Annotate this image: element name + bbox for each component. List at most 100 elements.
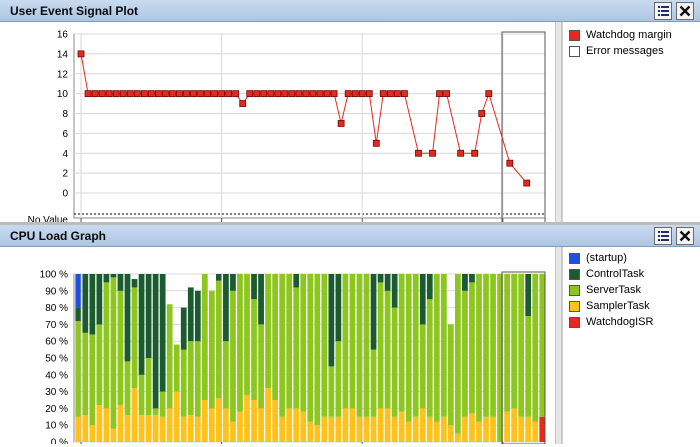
cpu-legend: (startup) ControlTask ServerTask SamplerTas… — [562, 247, 700, 444]
bar-segment — [476, 421, 482, 442]
data-point — [386, 90, 394, 98]
cpu-load-title: CPU Load Graph — [10, 229, 107, 243]
data-point — [161, 90, 169, 98]
legend-toggle-button[interactable] — [654, 2, 672, 20]
bar-segment — [447, 425, 454, 442]
bar-segment — [96, 324, 103, 406]
bar-segment — [187, 287, 194, 342]
legend-item-error-messages[interactable]: Error messages — [563, 43, 700, 59]
bar-segment — [110, 277, 117, 429]
y-tick-label: 12 — [57, 69, 69, 80]
y-tick-label-no-value: No Value — [28, 215, 69, 222]
data-point — [344, 90, 352, 98]
bar-segment — [89, 274, 96, 335]
bar-segment — [230, 274, 236, 291]
bar-segment — [293, 408, 300, 442]
legend-toggle-button[interactable] — [654, 227, 672, 245]
bar-segment — [237, 274, 243, 412]
cpu-load-area[interactable]: 0 % 10 % 20 % 30 % 40 % 50 % 60 % 70 % 80 % 90 % 1… — [0, 247, 555, 447]
bar-segment — [138, 274, 145, 375]
bar-segment — [539, 416, 546, 442]
signal-legend-splitter[interactable] — [555, 22, 562, 222]
bar-segment — [75, 321, 82, 417]
legend-item-watchdogisr[interactable]: WatchdogISR — [563, 314, 700, 330]
bar-segment — [201, 274, 208, 400]
bar-segment — [145, 274, 152, 358]
bar-segment — [159, 391, 166, 417]
bar-segment — [124, 361, 131, 416]
bar-segment — [525, 416, 532, 442]
legend-item-startup[interactable]: (startup) — [563, 250, 700, 266]
legend-label: ControlTask — [586, 268, 645, 280]
data-point — [372, 139, 380, 147]
data-point — [337, 120, 345, 127]
cpu-legend-splitter[interactable] — [555, 247, 562, 444]
data-point — [330, 90, 338, 98]
panel-divider[interactable] — [0, 222, 700, 225]
bar-segment — [490, 274, 496, 417]
bar-segment — [412, 274, 419, 417]
data-point — [267, 90, 275, 98]
bar-segment — [370, 349, 377, 417]
bar-segment — [398, 411, 405, 442]
legend-item-watchdog-margin[interactable]: Watchdog margin — [563, 27, 700, 43]
bar-segment — [455, 274, 461, 434]
bar-segment — [159, 274, 166, 392]
legend-swatch — [569, 317, 580, 328]
data-point — [98, 90, 106, 98]
y-tick-label: 60 % — [45, 337, 68, 348]
bar-segment — [321, 416, 328, 442]
bar-segment — [110, 428, 117, 442]
bar-segment — [511, 408, 518, 442]
data-point — [218, 90, 226, 98]
bar-segment — [539, 274, 546, 417]
data-point — [190, 90, 197, 98]
data-point — [436, 90, 443, 98]
data-point — [91, 90, 99, 98]
bar-segment — [201, 400, 208, 442]
bar-segment — [426, 274, 433, 300]
bar-segment — [187, 341, 194, 416]
bar-segment — [244, 274, 250, 395]
bar-segment — [173, 391, 180, 442]
legend-swatch — [569, 46, 580, 57]
data-point — [358, 90, 366, 98]
close-panel-button[interactable] — [676, 2, 694, 20]
legend-item-controltask[interactable]: ControlTask — [563, 266, 700, 282]
bar-segment — [483, 274, 489, 417]
bar-segment — [469, 413, 475, 442]
bar-segment — [293, 274, 300, 288]
signal-plot-title: User Event Signal Plot — [10, 4, 139, 18]
data-point — [225, 90, 233, 98]
bar-segment — [426, 416, 433, 442]
bar-segment — [117, 405, 124, 442]
bar-segment — [117, 274, 124, 291]
legend-swatch — [569, 269, 580, 280]
bar-segment — [440, 416, 447, 442]
data-point — [429, 149, 436, 157]
data-point — [253, 90, 261, 98]
close-panel-button[interactable] — [676, 227, 694, 245]
legend-item-samplertask[interactable]: SamplerTask — [563, 298, 700, 314]
data-point — [176, 90, 183, 98]
legend-item-servertask[interactable]: ServerTask — [563, 282, 700, 298]
legend-label: SamplerTask — [586, 300, 650, 312]
bar-segment — [314, 274, 321, 426]
bar-segment — [398, 274, 405, 412]
data-point — [523, 179, 531, 187]
data-point — [295, 90, 303, 98]
data-point — [126, 90, 134, 98]
data-point — [281, 90, 289, 98]
cpu-load-chart: 0 % 10 % 20 % 30 % 40 % 50 % 60 % 70 % 80 % 90 % 1… — [40, 270, 546, 447]
list-icon — [658, 231, 669, 241]
bar-segment — [462, 416, 468, 442]
data-point — [147, 90, 155, 98]
bar-segment — [230, 421, 236, 442]
bar-segment — [532, 274, 539, 422]
bar-segment — [138, 415, 145, 442]
bar-segment — [433, 274, 440, 422]
bar-segment — [525, 274, 532, 316]
data-point — [154, 90, 162, 98]
